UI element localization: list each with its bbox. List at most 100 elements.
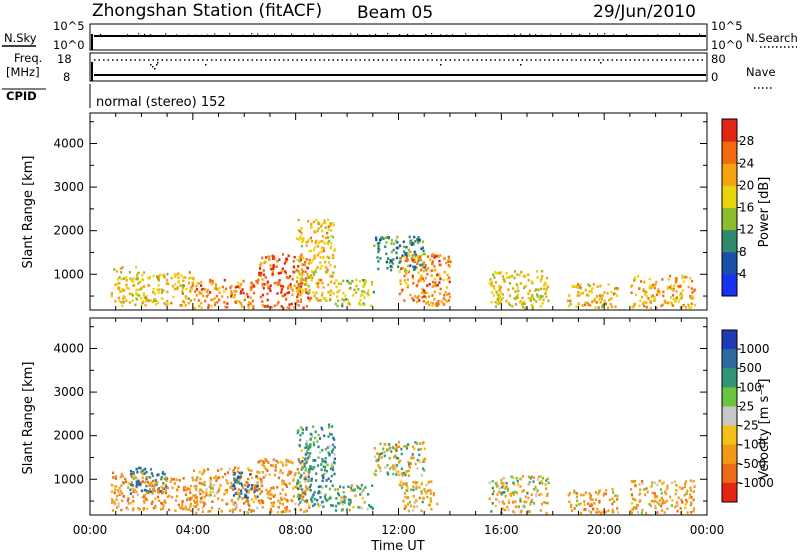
echo-cell: [230, 498, 233, 502]
echo-cell: [412, 265, 415, 269]
echo-cell: [305, 460, 308, 463]
echo-cell: [302, 495, 305, 498]
echo-cell: [148, 490, 151, 493]
echo-cell: [412, 485, 415, 488]
echo-cell: [667, 301, 670, 305]
echo-cell: [206, 288, 209, 292]
echo-cell: [331, 253, 335, 257]
echo-cell: [594, 498, 597, 501]
echo-cell: [616, 507, 619, 510]
echo-cell: [348, 508, 351, 512]
echo-cell: [573, 491, 576, 494]
echo-cell: [425, 483, 428, 487]
echo-cell: [380, 456, 383, 459]
echo-cell: [234, 480, 237, 484]
echo-cell: [692, 490, 695, 493]
echo-cell: [377, 458, 380, 461]
echo-cell: [293, 270, 296, 274]
echo-cell: [410, 256, 413, 260]
echo-cell: [513, 511, 516, 514]
echo-cell: [692, 507, 695, 510]
echo-cell: [404, 268, 407, 271]
echo-cell: [163, 276, 166, 279]
echo-cell: [411, 254, 414, 257]
echo-cell: [117, 489, 120, 492]
echo-cell: [630, 284, 633, 287]
echo-cell: [370, 281, 374, 284]
echo-cell: [522, 305, 525, 309]
echo-cell: [167, 282, 170, 286]
echo-cell: [611, 488, 614, 491]
echo-cell: [315, 297, 318, 300]
echo-cell: [313, 230, 316, 233]
echo-cell: [263, 466, 266, 470]
echo-cell: [669, 274, 672, 278]
echo-cell: [199, 488, 202, 491]
echo-cell: [265, 488, 268, 492]
echo-cell: [314, 430, 317, 434]
echo-cell: [681, 274, 684, 278]
echo-cell: [324, 493, 327, 497]
echo-cell: [326, 268, 329, 272]
echo-cell: [314, 436, 317, 440]
echo-cell: [321, 239, 324, 243]
echo-cell: [290, 470, 293, 474]
echo-cell: [675, 279, 678, 283]
echo-cell: [600, 305, 604, 309]
echo-cell: [425, 291, 428, 295]
echo-cell: [266, 282, 269, 286]
echo-cell: [159, 508, 163, 511]
echo-cell: [414, 240, 417, 243]
echo-cell: [280, 510, 283, 514]
echo-cell: [121, 266, 124, 269]
range-tick-label: 1000: [53, 472, 84, 486]
echo-cell: [513, 276, 516, 280]
echo-cell: [449, 260, 452, 263]
echo-cell: [203, 495, 206, 499]
echo-cell: [305, 485, 308, 488]
echo-cell: [536, 293, 539, 296]
echo-cell: [409, 462, 412, 466]
echo-cell: [630, 291, 633, 294]
echo-cell: [333, 453, 336, 456]
echo-cell: [374, 469, 377, 473]
echo-cell: [543, 281, 546, 284]
echo-cell: [246, 485, 249, 488]
echo-cell: [523, 500, 526, 504]
echo-cell: [402, 240, 405, 244]
echo-cell: [261, 463, 264, 467]
echo-cell: [679, 507, 682, 510]
echo-cell: [256, 495, 259, 498]
echo-cell: [265, 459, 268, 463]
echo-cell: [681, 289, 684, 292]
echo-cell: [512, 481, 515, 485]
echo-cell: [397, 265, 400, 268]
echo-cell: [658, 291, 661, 295]
echo-cell: [331, 504, 334, 507]
echo-cell: [300, 232, 303, 236]
echo-cell: [160, 297, 164, 300]
echo-cell: [662, 290, 665, 294]
echo-cell: [402, 499, 405, 503]
echo-cell: [386, 471, 389, 475]
echo-cell: [125, 279, 128, 282]
echo-cell: [678, 285, 681, 289]
echo-cell: [258, 273, 261, 277]
echo-cell: [304, 467, 307, 471]
echo-cell: [412, 243, 416, 246]
echo-cell: [676, 503, 679, 507]
echo-cell: [129, 488, 132, 492]
echo-cell: [408, 254, 411, 257]
echo-cell: [599, 295, 602, 299]
echo-cell: [597, 491, 600, 494]
echo-cell: [241, 484, 244, 487]
echo-cell: [419, 263, 422, 267]
echo-cell: [298, 287, 301, 290]
echo-cell: [495, 272, 498, 275]
echo-cell: [588, 290, 591, 293]
echo-cell: [177, 272, 180, 275]
echo-cell: [135, 265, 138, 269]
echo-cell: [591, 287, 594, 290]
echo-cell: [251, 299, 254, 303]
echo-cell: [690, 297, 693, 300]
